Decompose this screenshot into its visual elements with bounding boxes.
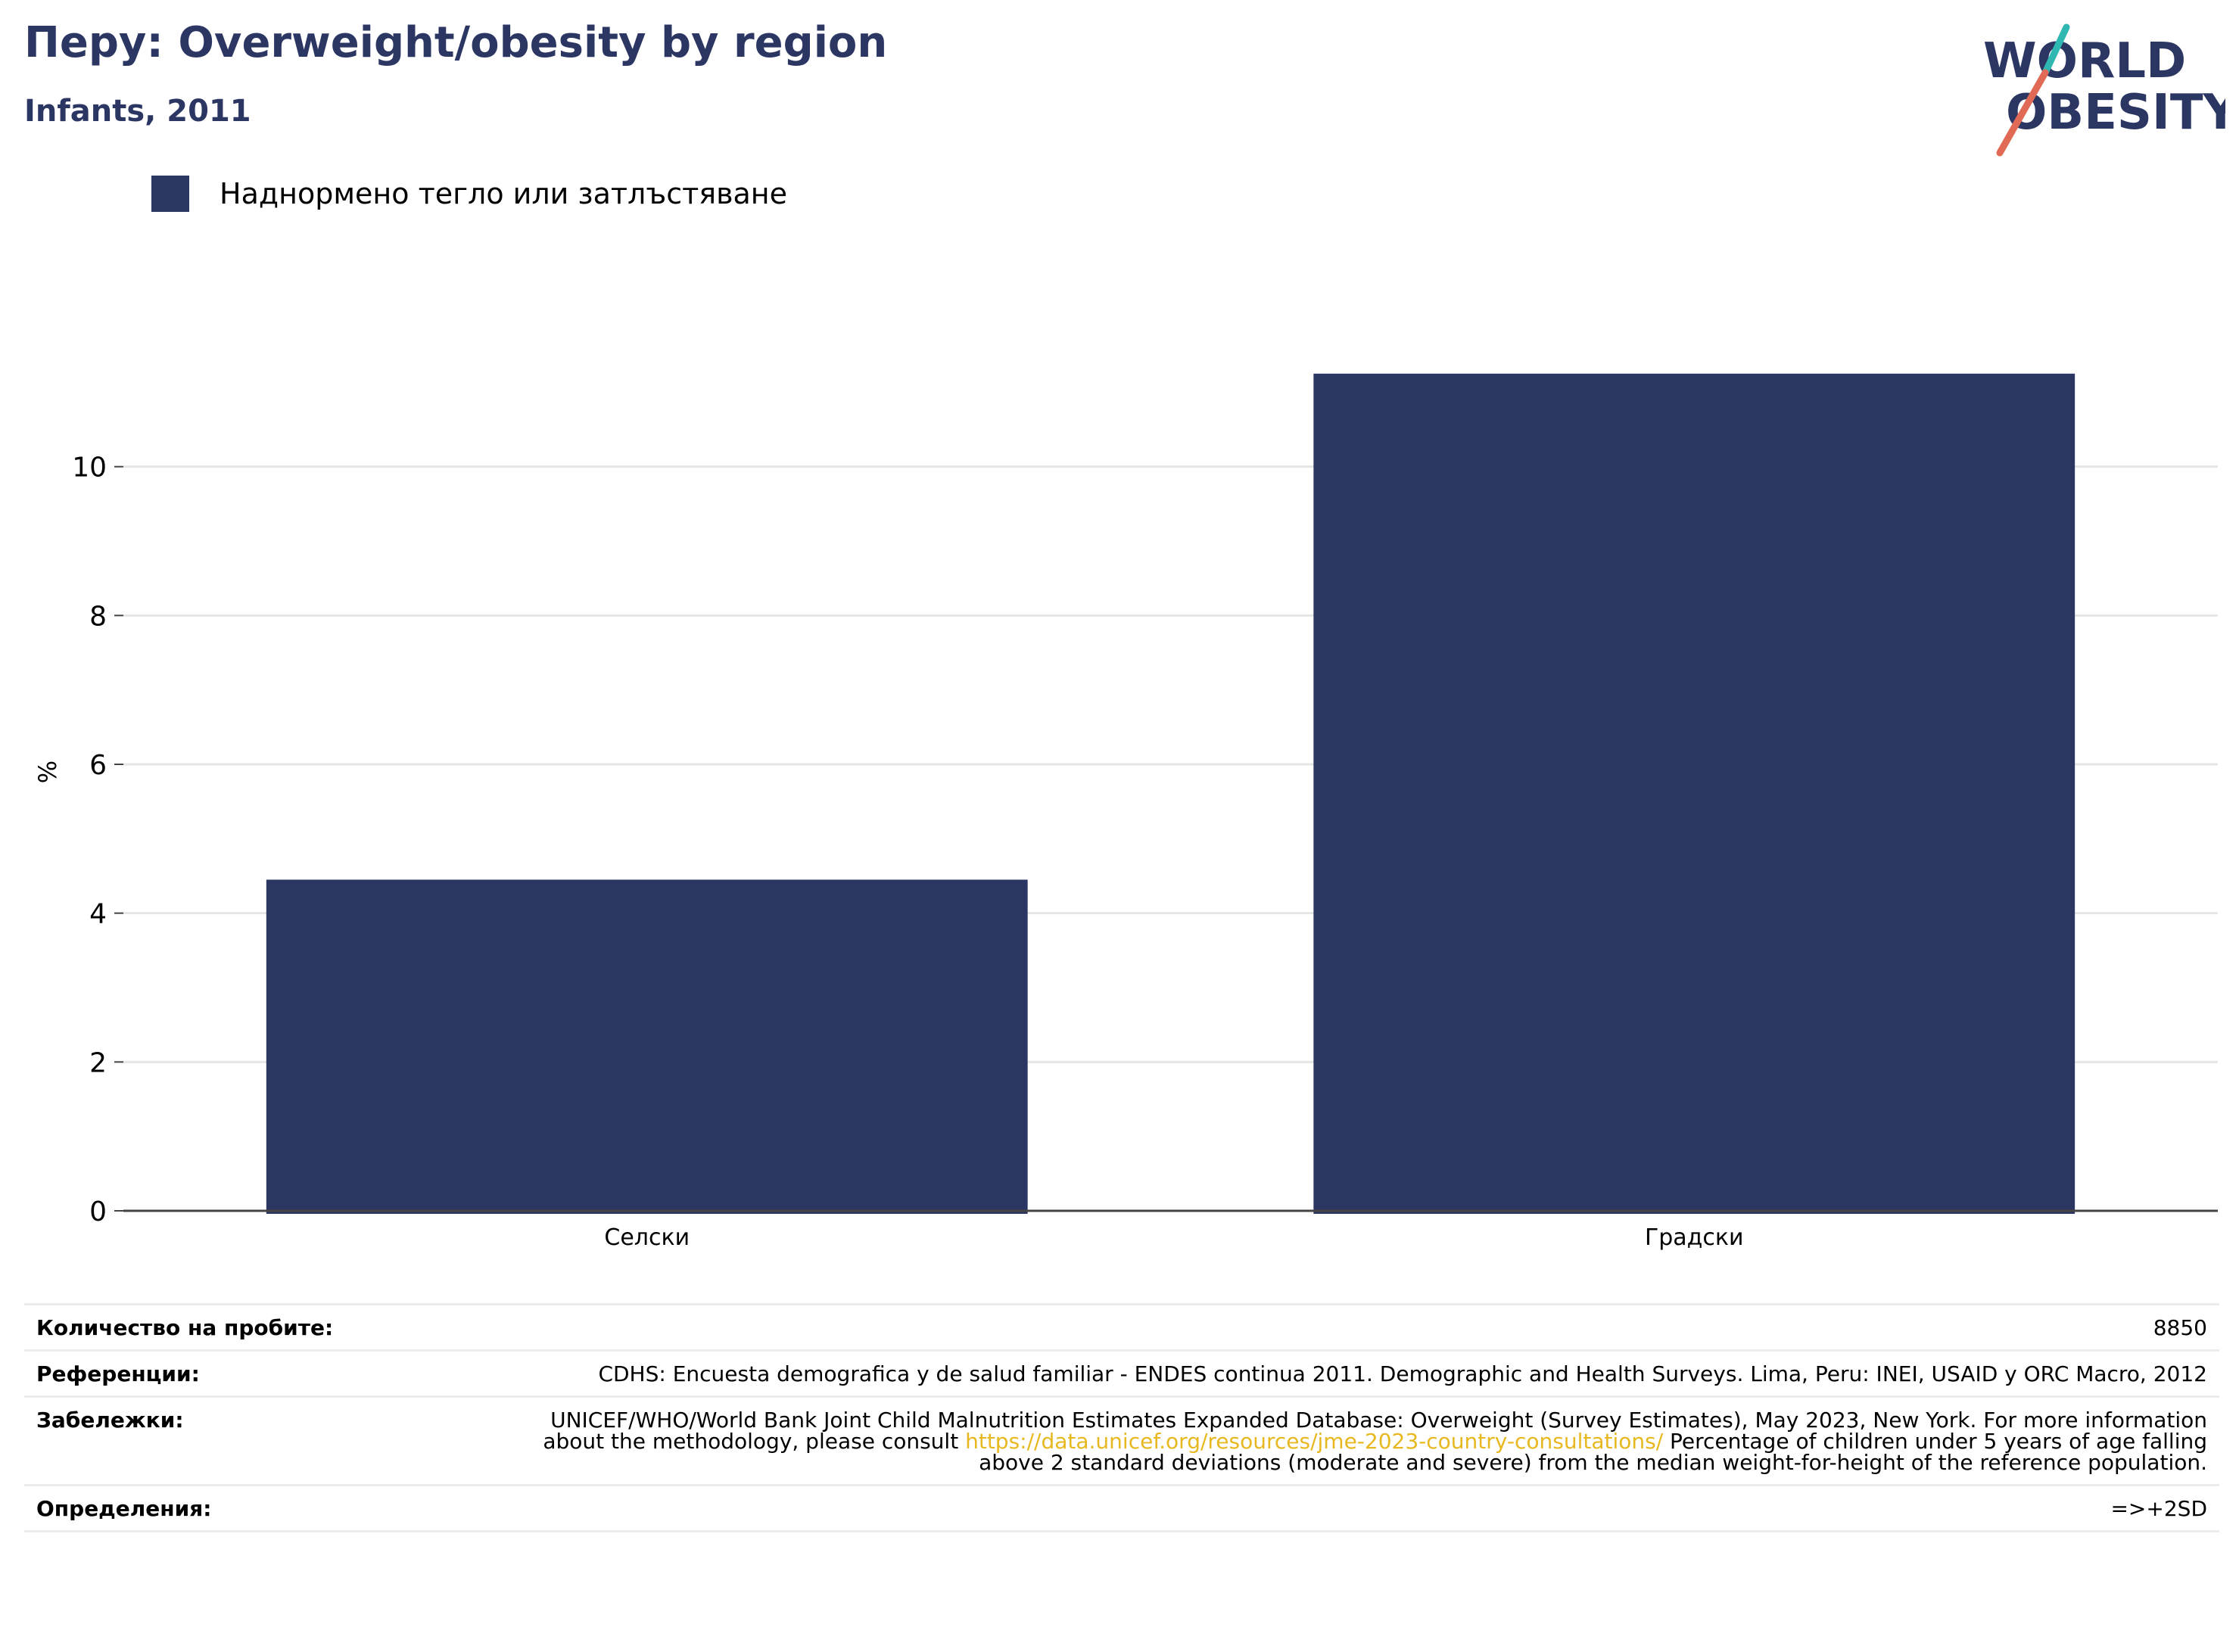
y-tick-label: 6 <box>89 750 107 781</box>
notes-label: Забележки: <box>24 1395 518 1486</box>
sample-value: 8850 <box>518 1303 2219 1352</box>
bar-rural <box>266 879 1028 1214</box>
logo-slash-teal <box>2041 23 2070 76</box>
y-tick-label: 10 <box>72 453 107 484</box>
world-obesity-logo: WORLD OBESITY <box>1983 23 2225 157</box>
x-tick-label: Градски <box>1645 1224 1744 1251</box>
sample-label: Количество на пробите: <box>24 1303 518 1352</box>
bar-urban <box>1313 373 2076 1214</box>
info-row-sample: Количество на пробите: 8850 <box>24 1303 2219 1352</box>
logo-line2: OBESITY <box>2006 85 2225 141</box>
references-label: Референции: <box>24 1349 518 1398</box>
y-tick-label: 0 <box>89 1196 107 1227</box>
notes-text-before: UNICEF/WHO/World Bank Joint Child Malnut… <box>543 1408 2207 1454</box>
definitions-label: Определения: <box>24 1484 518 1532</box>
info-row-notes: Забележки: UNICEF/WHO/World Bank Joint C… <box>24 1395 2219 1486</box>
info-table: Количество на пробите: 8850 Референции: … <box>24 1303 2219 1532</box>
logo-slash-red <box>1996 69 2049 157</box>
notes-link[interactable]: https://data.unicef.org/resources/jme-20… <box>965 1429 1664 1454</box>
info-row-definitions: Определения: =>+2SD <box>24 1484 2219 1532</box>
legend-swatch <box>151 176 189 212</box>
chart-title: Перу: Overweight/obesity by region <box>24 18 888 67</box>
y-tick-label: 2 <box>89 1047 107 1078</box>
axes: 0 2 4 6 8 10 Селски Градски <box>72 453 2218 1251</box>
y-axis-label: % <box>33 761 62 783</box>
definitions-value: =>+2SD <box>518 1484 2219 1532</box>
info-row-references: Референции: CDHS: Encuesta demografica y… <box>24 1349 2219 1398</box>
chart-subtitle: Infants, 2011 <box>24 94 251 129</box>
bars <box>266 373 2076 1214</box>
x-tick-label: Селски <box>604 1224 690 1251</box>
legend-label: Наднормено тегло или затлъстяване <box>220 177 787 210</box>
logo-line1: WORLD <box>1983 33 2186 89</box>
bar-chart: 0 2 4 6 8 10 Селски Градски % <box>33 373 2218 1251</box>
notes-text-after: Percentage of children under 5 years of … <box>979 1429 2207 1475</box>
y-tick-label: 4 <box>89 899 107 930</box>
references-value: CDHS: Encuesta demografica y de salud fa… <box>518 1349 2219 1398</box>
notes-value: UNICEF/WHO/World Bank Joint Child Malnut… <box>518 1395 2219 1486</box>
legend: Наднормено тегло или затлъстяване <box>151 176 787 212</box>
y-tick-label: 8 <box>89 601 107 632</box>
